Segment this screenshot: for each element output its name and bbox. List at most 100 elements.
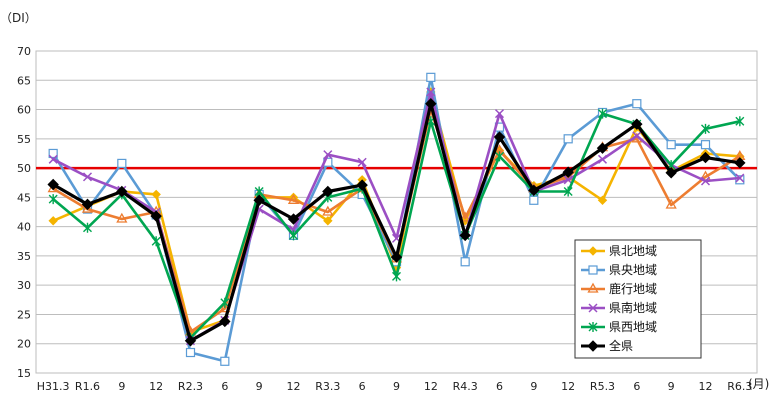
data-point — [81, 202, 94, 213]
data-point — [323, 150, 333, 160]
data-point — [185, 347, 196, 358]
legend-item: 県北地域 — [581, 244, 657, 258]
y-unit-label: （DI） — [0, 11, 37, 25]
legend-item: 県西地域 — [581, 320, 657, 334]
data-point — [459, 229, 471, 242]
data-point — [597, 154, 608, 164]
data-point — [563, 134, 573, 144]
data-point — [48, 216, 58, 226]
data-point — [116, 185, 128, 198]
data-point — [392, 271, 401, 282]
data-point — [631, 118, 643, 130]
legend-item: 鹿行地域 — [581, 281, 657, 296]
data-point — [151, 189, 161, 200]
data-point — [323, 216, 333, 226]
legend-label: 県南地域 — [609, 300, 657, 315]
x-tick-label: R3.3 — [315, 380, 340, 393]
y-tick-label: 30 — [17, 279, 31, 292]
legend-box — [574, 239, 702, 359]
y-tick-label: 65 — [17, 74, 31, 87]
x-tick-label: R6.3 — [727, 380, 752, 393]
data-point — [426, 87, 436, 97]
data-point — [48, 194, 58, 205]
y-tick-label: 70 — [17, 45, 31, 58]
data-point — [529, 195, 539, 205]
legend-label: 鹿行地域 — [609, 281, 657, 296]
x-tick-label: 9 — [393, 380, 400, 393]
data-point — [117, 158, 127, 169]
y-tick-label: 55 — [17, 133, 31, 146]
x-tick-label: R2.3 — [178, 380, 203, 393]
data-point — [322, 185, 334, 198]
data-point — [289, 230, 298, 241]
data-point — [495, 151, 504, 162]
series-lines — [47, 72, 746, 366]
data-point — [734, 157, 746, 169]
data-point — [460, 257, 470, 267]
data-point — [735, 175, 745, 185]
legend-swatch-marker — [588, 246, 598, 256]
data-point — [596, 142, 609, 154]
legend-label: 県北地域 — [609, 244, 657, 258]
x-tick-label: 12 — [561, 380, 575, 393]
y-tick-label: 40 — [17, 221, 31, 234]
legend-swatch-marker — [587, 340, 599, 352]
data-point — [47, 178, 59, 191]
data-point — [426, 72, 436, 82]
data-point — [151, 236, 161, 247]
data-point — [356, 179, 368, 191]
x-unit-label: (月) — [748, 377, 769, 391]
x-tick-label: R4.3 — [453, 380, 478, 393]
data-point — [322, 205, 334, 216]
data-point — [184, 335, 197, 347]
data-point — [83, 222, 92, 233]
data-point — [253, 194, 265, 206]
data-point — [219, 315, 231, 328]
y-tick-label: 35 — [17, 250, 31, 263]
data-point — [493, 131, 506, 143]
data-point — [287, 193, 300, 204]
data-point — [665, 198, 677, 209]
x-tick-label: 6 — [359, 380, 366, 393]
data-point — [357, 157, 367, 167]
data-point — [390, 251, 403, 263]
data-point — [82, 172, 93, 182]
legend-swatch-marker — [587, 282, 599, 293]
plot-frame — [35, 50, 758, 374]
legend-item: 全県 — [581, 338, 633, 353]
series-5 — [47, 97, 746, 347]
legend-swatch-marker — [588, 303, 598, 313]
data-point — [48, 148, 58, 159]
data-point — [48, 154, 58, 164]
data-point — [563, 186, 573, 197]
x-tick-label: 12 — [149, 380, 163, 393]
data-point — [632, 99, 642, 109]
data-point — [220, 297, 230, 308]
data-point — [494, 109, 505, 119]
x-tick-label: 12 — [287, 380, 301, 393]
data-point — [425, 97, 437, 110]
data-point — [81, 198, 94, 211]
data-point — [528, 184, 540, 197]
x-tick-label: H31.3 — [37, 380, 70, 393]
data-point — [116, 212, 128, 223]
legend-swatch-marker — [588, 322, 598, 332]
data-point — [598, 108, 607, 119]
data-point — [700, 176, 711, 186]
x-tick-label: R1.6 — [75, 380, 100, 393]
data-point — [699, 151, 712, 164]
x-tick-label: 9 — [668, 380, 675, 393]
legend-swatch-marker — [588, 265, 598, 275]
data-point — [597, 195, 608, 205]
y-tick-label: 15 — [17, 367, 31, 380]
data-point — [666, 140, 676, 150]
x-tick-label: 6 — [496, 380, 503, 393]
y-tick-label: 20 — [17, 338, 31, 351]
data-point — [220, 356, 230, 366]
x-axis-ticks: H31.3 R1.6 9 12 R2.3 6 9 12 R3.3 6 9 12 R4.3 6 9 12 R5.3… — [37, 380, 753, 393]
x-tick-label: 9 — [256, 380, 263, 393]
x-tick-label: 9 — [118, 380, 125, 393]
x-tick-label: 9 — [530, 380, 537, 393]
data-point — [287, 213, 300, 225]
